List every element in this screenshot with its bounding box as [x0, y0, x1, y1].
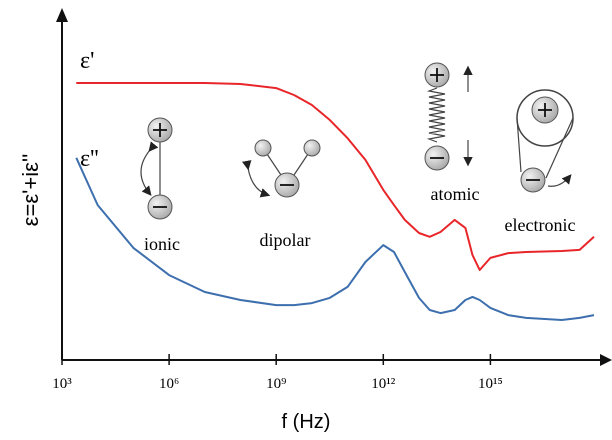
- annotation: electronic: [505, 215, 576, 235]
- annotation: dipolar: [260, 230, 311, 250]
- x-axis-arrow: [600, 354, 612, 366]
- dipolar-icon: [241, 139, 321, 198]
- ionic-icon: [140, 117, 173, 220]
- annotation: atomic: [431, 184, 480, 204]
- atomic-icon: [424, 62, 473, 171]
- x-tick-label: 10³: [52, 376, 72, 392]
- series-label: ε': [80, 48, 94, 74]
- electronic-icon: [516, 89, 574, 193]
- x-tick-label: 10¹²: [371, 376, 395, 392]
- series-line: [75, 157, 595, 321]
- x-axis-label: f (Hz): [282, 411, 331, 433]
- x-tick-label: 10¹⁵: [478, 376, 503, 392]
- y-axis-arrow: [56, 8, 68, 22]
- annotation: ionic: [144, 234, 180, 254]
- series-line: [76, 82, 595, 271]
- y-axis-label: ε=ε'+iε'': [18, 154, 43, 227]
- x-tick-label: 10⁶: [159, 376, 179, 392]
- x-tick-label: 10⁹: [266, 376, 286, 392]
- series-label: ε'': [80, 146, 99, 172]
